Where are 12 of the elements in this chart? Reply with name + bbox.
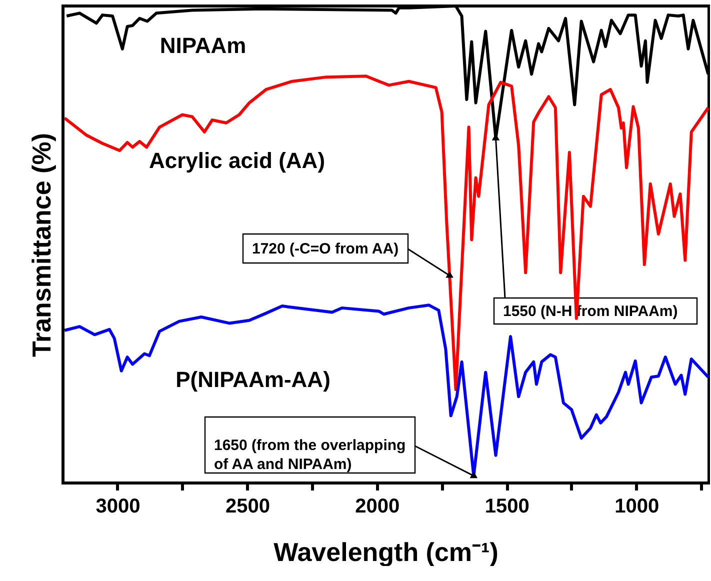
series-label: P(NIPAAm-AA)	[176, 367, 330, 392]
y-axis-title: Transmittance (%)	[26, 133, 56, 357]
x-tick-label: 2000	[355, 496, 400, 518]
annotation: 1720 (-C=O from AA)	[252, 240, 399, 258]
annotation: 1650 (from the overlapping of AA and NIPAAm)	[214, 437, 406, 473]
x-tick-label: 1500	[484, 496, 530, 518]
series-label: Acrylic acid (AA)	[148, 148, 326, 173]
series-label: NIPAAm	[160, 33, 246, 58]
x-tick-label: 1000	[614, 496, 660, 518]
x-tick-label: 3000	[96, 496, 140, 518]
annotation: 1550 (N-H from NIPAAm)	[503, 303, 678, 320]
x-tick-label: 2500	[225, 496, 270, 518]
